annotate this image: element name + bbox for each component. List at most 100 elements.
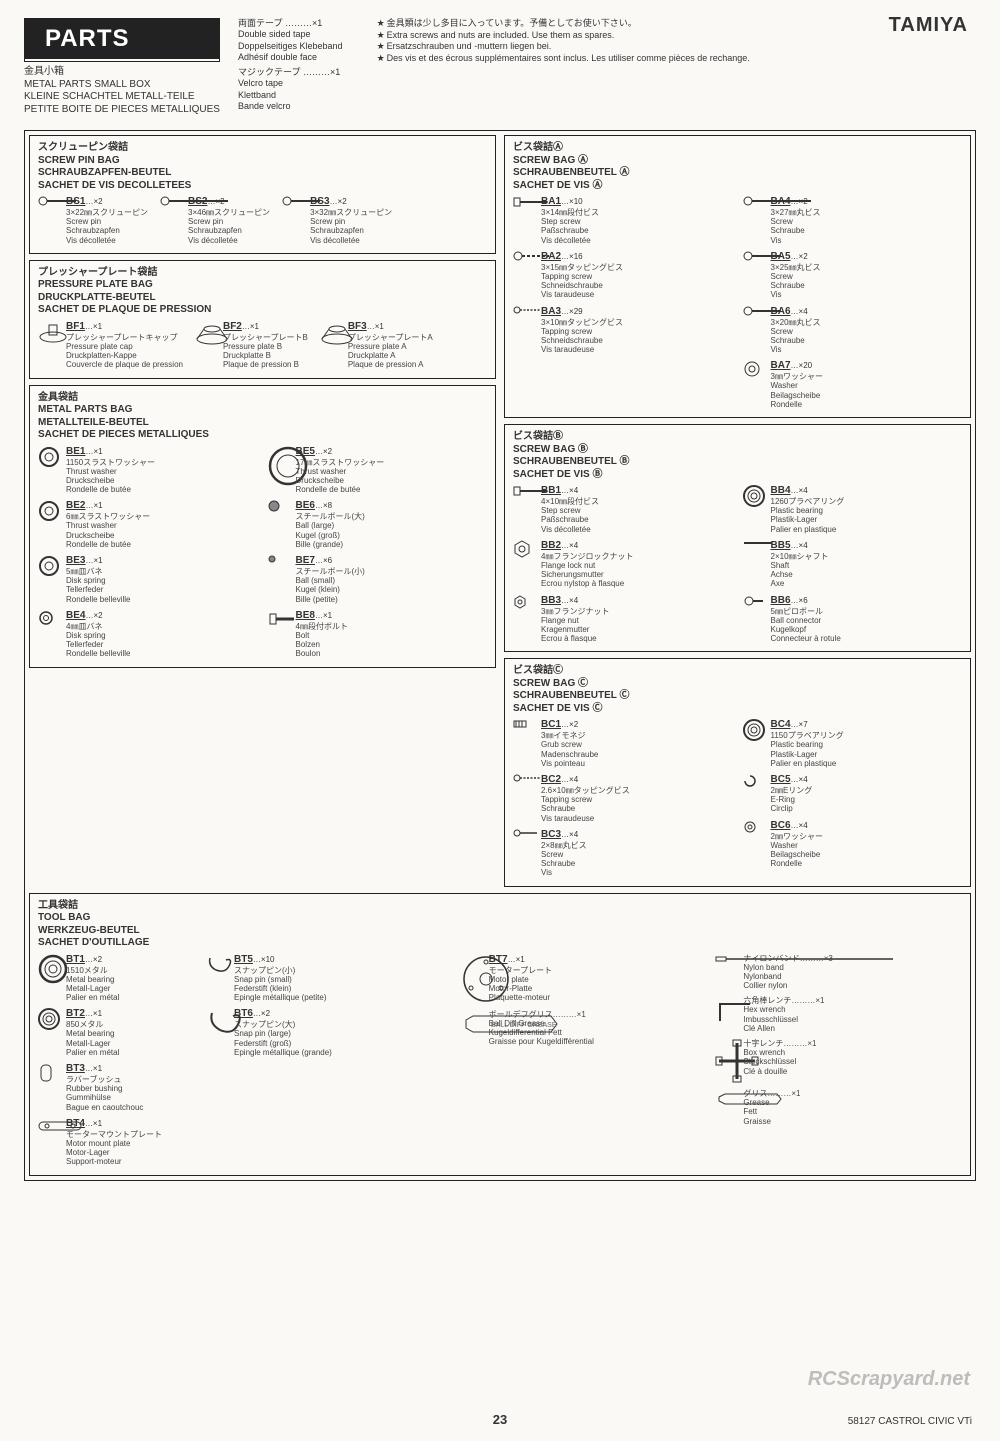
part-item: BC5…×4 2㎜EリングE-RingCirclip bbox=[743, 774, 963, 814]
part-item: BS3…×2 3×32㎜スクリューピンScrew pinSchraubzapfe… bbox=[282, 196, 392, 245]
panel-title-line: SACHET DE PIECES METALLIQUES bbox=[38, 429, 487, 442]
part-item: BF1…×1 プレッシャープレートキャップPressure plate capD… bbox=[38, 321, 183, 370]
part-icon bbox=[513, 595, 535, 609]
panel-screw-c: ビス袋詰Ⓒ SCREW BAG Ⓒ SCHRAUBENBEUTEL Ⓒ SACH… bbox=[504, 658, 971, 886]
tape-jp: 両面テープ ………×1 bbox=[238, 18, 343, 29]
part-item: BS2…×2 3×46㎜スクリューピンScrew pinSchraubzapfe… bbox=[160, 196, 270, 245]
small-box-jp: 金具小箱 bbox=[24, 66, 220, 79]
panel-title-line: SACHET DE VIS Ⓑ bbox=[513, 469, 962, 482]
part-item: BF2…×1 プレッシャープレートBPressure plate BDruckp… bbox=[195, 321, 308, 370]
part-item: BC3…×4 2×8㎜丸ビスScrewSchraubeVis bbox=[513, 829, 733, 878]
part-item: BF3…×1 プレッシャープレートAPressure plate ADruckp… bbox=[320, 321, 433, 370]
ballconn-icon bbox=[743, 595, 765, 607]
part-item: BE8…×1 4㎜段付ボルトBoltBolzenBoulon bbox=[268, 610, 488, 659]
part-icon bbox=[38, 1118, 60, 1134]
part-icon bbox=[268, 446, 290, 486]
panel-title-line: SCREW PIN BAG bbox=[38, 155, 487, 168]
part-item: BT3…×1 ラバーブッシュRubber bushingGummihülseBa… bbox=[38, 1063, 198, 1112]
parts-two-col: BE1…×1 1150スラストワッシャーThrust washerDrucksc… bbox=[38, 446, 487, 659]
panel-title-line: METAL PARTS BAG bbox=[38, 404, 487, 417]
part-item: BALL DIFF GREASE ボールデフグリス………×1Ball Diff … bbox=[461, 1010, 708, 1047]
part-icon bbox=[160, 196, 182, 206]
panel-metal: 金具袋詰 METAL PARTS BAG METALLTEILE-BEUTEL … bbox=[29, 385, 496, 668]
panel-title-line: SACHET DE VIS Ⓒ bbox=[513, 703, 962, 716]
part-icon bbox=[38, 196, 60, 206]
part-icon bbox=[268, 610, 290, 628]
parts-row: BS1…×2 3×22㎜スクリューピンScrew pinSchraubzapfe… bbox=[38, 196, 487, 245]
part-icon bbox=[320, 321, 342, 345]
note-line: Extra screws and nuts are included. Use … bbox=[377, 30, 750, 42]
part-icon bbox=[461, 954, 483, 1004]
panel-title-line: SACHET DE VIS Ⓐ bbox=[513, 180, 962, 193]
cap-icon bbox=[38, 321, 68, 343]
tool-area: BT1…×2 1510メタルMetal bearingMetall-LagerP… bbox=[38, 954, 962, 1167]
part-item: BC2…×4 2.6×10㎜タッピングビスTapping screwSchrau… bbox=[513, 774, 733, 823]
part-icon bbox=[715, 996, 737, 1026]
parts-row: BF1…×1 プレッシャープレートキャップPressure plate capD… bbox=[38, 321, 487, 370]
screw-small-icon bbox=[513, 829, 539, 837]
part-item: BE2…×1 6㎜スラストワッシャーThrust washerDrucksche… bbox=[38, 500, 258, 549]
part-icon bbox=[513, 306, 535, 314]
grub-icon bbox=[513, 719, 527, 729]
part-item: BE6…×8 スチールボール(大)Ball (large)Kugel (groß… bbox=[268, 500, 488, 549]
note-line: 金具類は少し多目に入っています。予備としてお使い下さい。 bbox=[377, 18, 750, 30]
ring-icon bbox=[38, 500, 60, 522]
tape-line: Doppelseitiges Klebeband bbox=[238, 41, 343, 52]
ball-icon bbox=[268, 500, 280, 512]
bearing-big-icon bbox=[38, 954, 68, 984]
parts-two-col: BC1…×2 3㎜イモネジGrub screwMadenschraubeVis … bbox=[513, 719, 962, 877]
tape-line: Velcro tape bbox=[238, 78, 343, 89]
part-item: BA1…×10 3×14㎜段付ビスStep screwPaßschraubeVi… bbox=[513, 196, 733, 245]
part-item: BB6…×6 5㎜ピロボールBall connectorKugelkopfCon… bbox=[743, 595, 963, 644]
part-icon bbox=[195, 321, 217, 345]
part-item: BE1…×1 1150スラストワッシャーThrust washerDrucksc… bbox=[38, 446, 258, 495]
panel-title-jp: ビス袋詰Ⓑ bbox=[513, 431, 962, 444]
washer-icon bbox=[743, 360, 761, 378]
panel-title-jp: ビス袋詰Ⓒ bbox=[513, 665, 962, 678]
part-icon bbox=[282, 196, 304, 206]
part-item: BA7…×20 3㎜ワッシャーWasherBeilagscheibeRondel… bbox=[743, 360, 963, 409]
part-item: BB4…×4 1260プラベアリングPlastic bearingPlastik… bbox=[743, 485, 963, 534]
tape-block: 両面テープ ………×1 Double sided tape Doppelseit… bbox=[238, 18, 343, 116]
part-item: BA3…×29 3×10㎜タッピングビスTapping screwSchneid… bbox=[513, 306, 733, 355]
ring-icon bbox=[38, 446, 60, 468]
part-icon bbox=[268, 555, 290, 563]
bearing-icon bbox=[38, 1008, 60, 1030]
part-item: BE5…×2 17㎜スラストワッシャーThrust washerDrucksch… bbox=[268, 446, 488, 495]
tape-line: Bande velcro bbox=[238, 101, 343, 112]
part-icon bbox=[38, 954, 60, 984]
outer-frame: スクリューピン袋詰 SCREW PIN BAG SCHRAUBZAPFEN-BE… bbox=[24, 130, 976, 1181]
nut-icon bbox=[513, 540, 531, 558]
washer-small-icon bbox=[743, 820, 757, 834]
part-icon bbox=[38, 1008, 60, 1030]
part-item: グリス………×1GreaseFettGraisse bbox=[715, 1089, 962, 1126]
panel-title-line: WERKZEUG-BEUTEL bbox=[38, 925, 962, 938]
part-icon bbox=[38, 1063, 60, 1083]
part-item: BC6…×4 2㎜ワッシャーWasherBeilagscheibeRondell… bbox=[743, 820, 963, 869]
part-icon bbox=[715, 1089, 737, 1109]
watermark: RCScrapyard.net bbox=[808, 1368, 970, 1391]
part-icon bbox=[743, 719, 765, 741]
part-icon bbox=[38, 610, 60, 626]
part-icon bbox=[743, 540, 765, 546]
ring-icon bbox=[38, 555, 60, 577]
bolt-icon bbox=[268, 610, 296, 628]
part-item: BA6…×4 3×20㎜丸ビスScrewSchraubeVis bbox=[743, 306, 963, 355]
part-item: BE7…×6 スチールボール(小)Ball (small)Kugel (klei… bbox=[268, 555, 488, 604]
part-icon bbox=[743, 820, 765, 834]
bearing-icon bbox=[743, 485, 765, 507]
small-box-header: 金具小箱 METAL PARTS SMALL BOX KLEINE SCHACH… bbox=[24, 66, 220, 116]
part-item: BA2…×16 3×15㎜タッピングビスTapping screwSchneid… bbox=[513, 251, 733, 300]
part-icon bbox=[268, 500, 290, 512]
part-item: BA4…×2 3×27㎜丸ビスScrewSchraubeVis bbox=[743, 196, 963, 245]
panel-title-line: SCREW BAG Ⓒ bbox=[513, 678, 962, 691]
part-icon bbox=[715, 1039, 737, 1083]
part-icon bbox=[513, 540, 535, 558]
panel-pressure: プレッシャープレート袋詰 PRESSURE PLATE BAG DRUCKPLA… bbox=[29, 260, 496, 379]
panel-title-line: SCHRAUBENBEUTEL Ⓒ bbox=[513, 690, 962, 703]
part-item: BC1…×2 3㎜イモネジGrub screwMadenschraubeVis … bbox=[513, 719, 733, 768]
part-item: BC4…×7 1150プラベアリングPlastic bearingPlastik… bbox=[743, 719, 963, 768]
panel-screw-a: ビス袋詰Ⓐ SCREW BAG Ⓐ SCHRAUBENBEUTEL Ⓐ SACH… bbox=[504, 135, 971, 418]
tape-jp: マジックテープ ………×1 bbox=[238, 67, 343, 78]
part-icon: BALL DIFF GREASE bbox=[461, 1010, 483, 1038]
